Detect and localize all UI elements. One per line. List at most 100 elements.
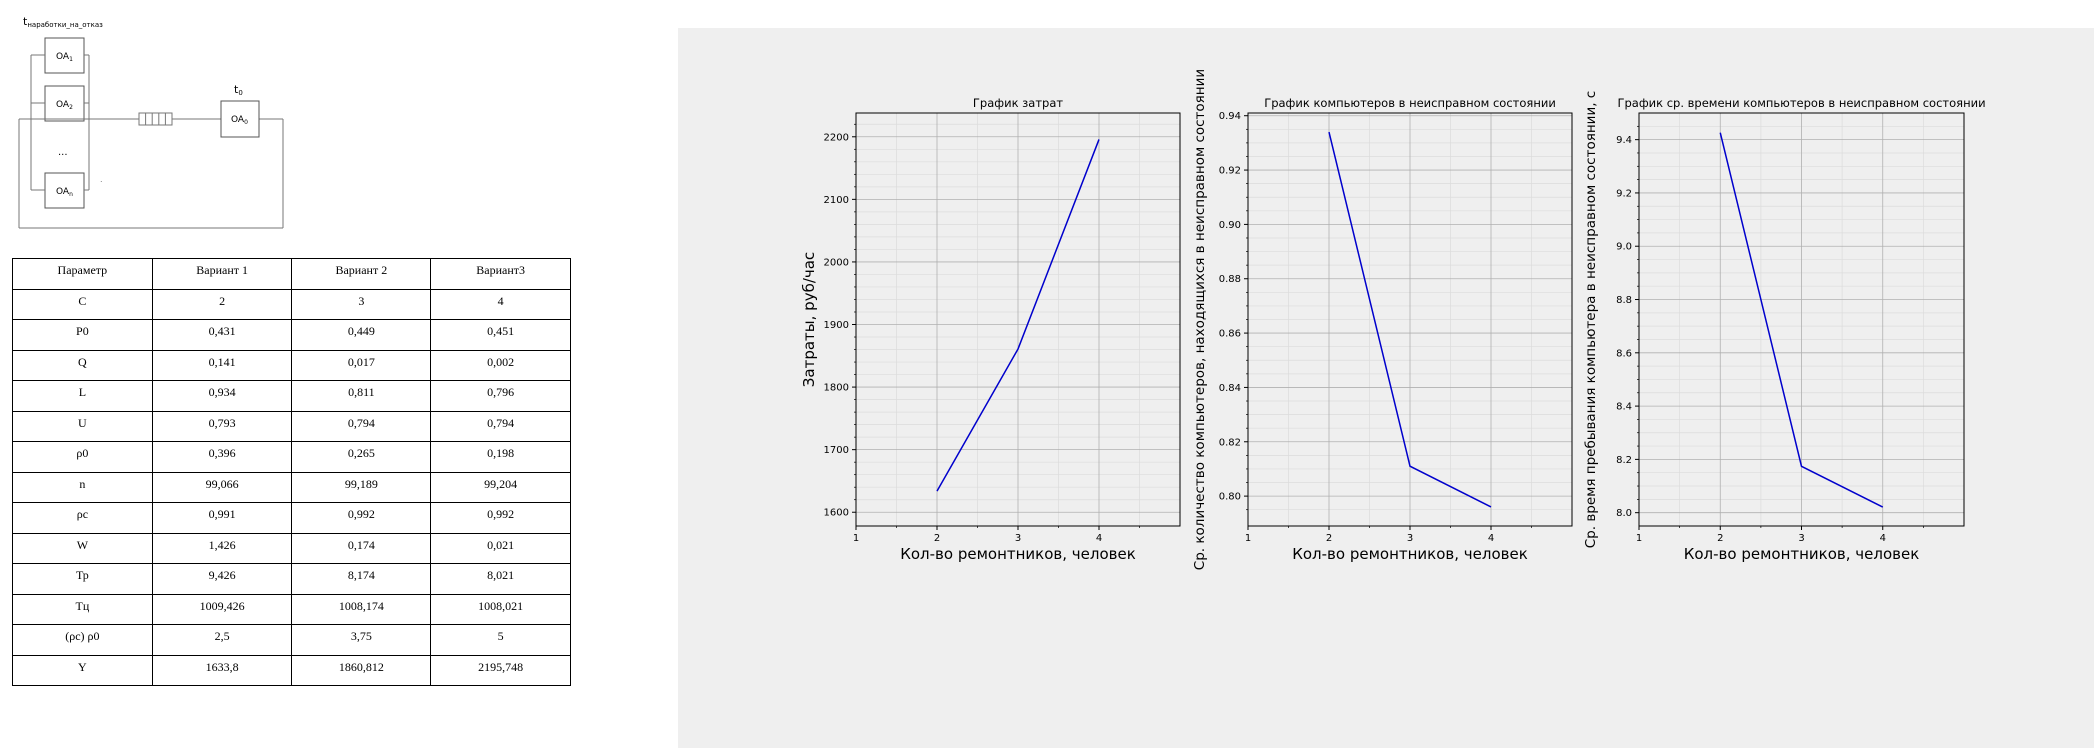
- table-cell: W: [12, 532, 153, 564]
- x-tick-label: 4: [1488, 533, 1494, 544]
- table-cell-text: Вариант 2: [335, 263, 388, 277]
- y-tick-label: 1900: [824, 320, 849, 331]
- table-cell-text: U: [78, 415, 87, 430]
- table-cell: 0,451: [430, 319, 571, 351]
- table-cell-text: W: [76, 537, 89, 552]
- table-row: ρс 0,991 0,992 0,992: [12, 502, 571, 534]
- x-tick-label: 1: [1636, 533, 1642, 544]
- table-cell-text: Вариант 1: [196, 263, 248, 277]
- table-cell: 3,75: [291, 624, 432, 656]
- table-cell-text: 0,811: [348, 385, 375, 399]
- table-cell-text: 2195,748: [478, 659, 524, 674]
- table-cell-text: 3,75: [350, 629, 372, 643]
- table-cell-text: 3: [358, 293, 365, 308]
- table-cell-text: 1008,174: [338, 598, 384, 613]
- table-cell-text: 0,396: [208, 446, 236, 460]
- table-cell: 8,174: [291, 563, 432, 595]
- y-tick-label: 2000: [824, 257, 849, 268]
- table-cell: 2,5: [151, 624, 293, 656]
- x-tick-label: 2: [1326, 533, 1332, 544]
- table-header-cell: Вариант3: [430, 258, 571, 290]
- channel-box-2: [44, 85, 85, 122]
- table-cell: 2: [151, 288, 293, 320]
- table-cell-text: Тр: [75, 568, 89, 582]
- table-cell: ρс: [12, 502, 153, 534]
- table-cell: 0,265: [291, 441, 432, 473]
- table-cell-text: Параметр: [57, 263, 108, 277]
- y-tick-label: 9.2: [1616, 188, 1632, 199]
- y-tick-label: 9.4: [1616, 135, 1632, 146]
- table-row: Тц 1009,426 1008,174 1008,021: [12, 593, 571, 625]
- y-tick-label: 1600: [824, 508, 849, 519]
- table-cell-text: 99,204: [484, 476, 518, 491]
- table-cell-text: 0,794: [487, 415, 515, 430]
- table-cell: 0,992: [430, 502, 571, 534]
- y-tick-label: 0.84: [1219, 383, 1241, 394]
- table-cell-text: 1,426: [208, 537, 236, 552]
- server-box: [220, 100, 260, 138]
- plot-panel: 1600 1700 1800 1900 2000 2100 2200 1 2 3 4 График з…: [678, 28, 2094, 748]
- table-cell: 9,426: [151, 563, 293, 595]
- y-tick-label: 0.82: [1219, 437, 1241, 448]
- channel-label-2: OA2: [56, 100, 73, 111]
- y-axis-label: Ср. время пребывания компьютера в неиспр…: [1583, 91, 1599, 548]
- table-cell: 0,002: [430, 349, 571, 381]
- parameters-table: Параметр Вариант 1 Вариант 2 Вариант3 C 2 3 4 P0…: [12, 258, 571, 686]
- table-cell: 0,449: [291, 319, 432, 351]
- table-cell-text: 0,141: [208, 354, 236, 369]
- table-cell-text: 0,793: [208, 415, 236, 430]
- table-cell: U: [12, 410, 153, 442]
- table-cell: ρ0: [12, 441, 153, 473]
- table-cell: P0: [12, 319, 153, 351]
- table-row: ρ0 0,396 0,265 0,198: [12, 441, 571, 473]
- y-tick-label: 0.92: [1219, 166, 1241, 177]
- series-line: [1328, 131, 1492, 508]
- table-row: n 99,066 99,189 99,204: [12, 471, 571, 503]
- y-tick-label: 1700: [824, 445, 849, 456]
- table-cell-text: 0,934: [208, 385, 236, 399]
- table-cell: 5: [430, 624, 571, 656]
- table-cell-text: L: [78, 385, 87, 399]
- table-cell: 0,796: [430, 380, 571, 412]
- x-tick-label: 2: [934, 533, 940, 544]
- table-cell: n: [12, 471, 153, 503]
- table-cell: 0,396: [151, 441, 293, 473]
- x-tick-label: 3: [1407, 533, 1413, 544]
- table-cell: 0,017: [291, 349, 432, 381]
- table-cell: 0,431: [151, 319, 293, 351]
- small-dot-mark: .: [100, 175, 103, 184]
- table-cell-text: 8,021: [487, 568, 515, 582]
- y-tick-label: 1800: [824, 383, 849, 394]
- table-cell-text: 0,992: [347, 507, 375, 521]
- diagram-connectors: [18, 54, 284, 229]
- x-axis-label: Кол-во ремонтников, человек: [1684, 545, 1920, 563]
- table-cell-text: 0,794: [347, 415, 375, 430]
- table-cell: Q: [12, 349, 153, 381]
- table-cell-text: Y: [78, 659, 87, 674]
- table-cell: 1633,8: [151, 654, 293, 686]
- table-cell-text: 0,451: [487, 324, 515, 338]
- table-cell: 0,794: [430, 410, 571, 442]
- table-cell-text: n: [79, 476, 86, 491]
- table-cell: L: [12, 380, 153, 412]
- charts-figure: 1600 1700 1800 1900 2000 2100 2200 1 2 3 4 График з…: [800, 69, 1986, 570]
- table-row: C 2 3 4: [12, 288, 571, 320]
- y-tick-label: 0.90: [1219, 220, 1241, 231]
- table-header-cell: Вариант 2: [291, 258, 432, 290]
- table-cell: 0,811: [291, 380, 432, 412]
- table-cell: 0,174: [291, 532, 432, 564]
- table-cell-text: ρс: [76, 507, 89, 521]
- table-cell: 0,141: [151, 349, 293, 381]
- table-row: P0 0,431 0,449 0,451: [12, 319, 571, 351]
- table-cell-text: 1860,812: [338, 659, 384, 674]
- y-tick-label: 9.0: [1616, 242, 1632, 253]
- table-cell-text: 0,198: [487, 446, 515, 460]
- table-cell-text: 1009,426: [199, 598, 245, 613]
- table-cell-text: Q: [78, 354, 87, 369]
- table-cell-text: 1008,021: [478, 598, 524, 613]
- series-line: [936, 139, 1100, 492]
- chart-1: 1600 1700 1800 1900 2000 2100 2200 1 2 3 4 График з…: [800, 96, 1181, 563]
- table-cell: 0,021: [430, 532, 571, 564]
- y-tick-label: 8.6: [1616, 348, 1632, 359]
- table-cell-text: 0,796: [487, 385, 515, 399]
